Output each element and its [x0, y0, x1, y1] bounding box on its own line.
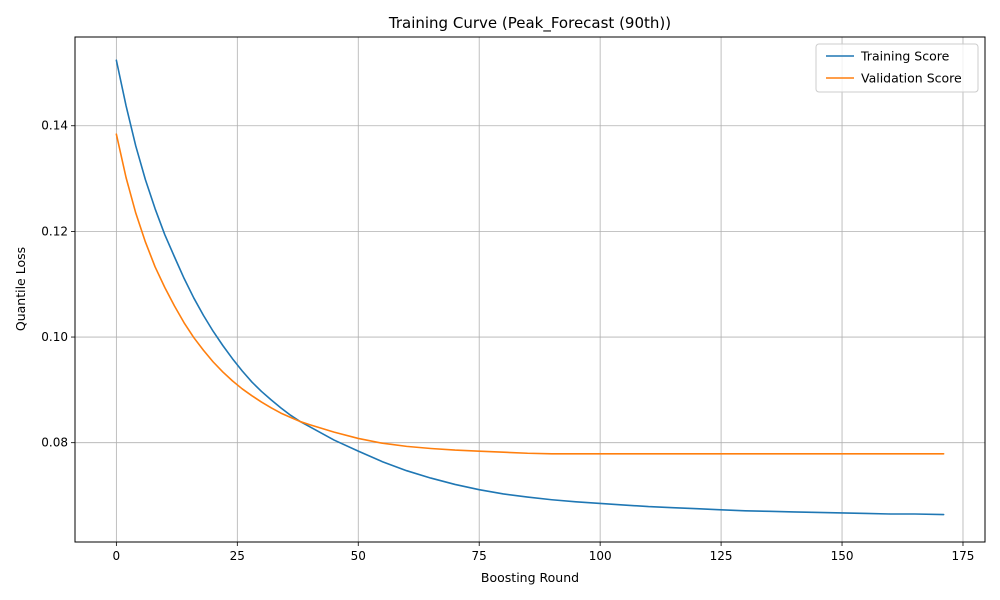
legend-label-validation-score: Validation Score [861, 71, 962, 86]
y-tick-label: 0.08 [41, 436, 68, 450]
y-axis-ticks: 0.08 0.10 0.12 0.14 [41, 119, 75, 450]
x-tick-label: 150 [831, 549, 854, 563]
y-axis-label: Quantile Loss [13, 247, 28, 331]
x-tick-label: 100 [589, 549, 612, 563]
y-tick-label: 0.12 [41, 224, 68, 238]
x-tick-label: 175 [952, 549, 975, 563]
x-tick-label: 75 [472, 549, 487, 563]
legend: Training Score Validation Score [815, 43, 979, 93]
chart-title: Training Curve (Peak_Forecast (90th)) [388, 14, 671, 33]
legend-label-training-score: Training Score [860, 49, 950, 64]
series-layer [115, 59, 945, 516]
series-line-training-score [115, 59, 945, 516]
legend-box [815, 43, 979, 93]
y-tick-label: 0.14 [41, 119, 68, 133]
series-line-validation-score [115, 133, 945, 455]
y-tick-label: 0.10 [41, 330, 68, 344]
x-tick-label: 125 [710, 549, 733, 563]
x-tick-label: 50 [351, 549, 366, 563]
x-axis-label: Boosting Round [481, 570, 579, 585]
x-tick-label: 25 [230, 549, 245, 563]
x-axis-ticks: 0 25 50 75 100 125 150 175 [113, 542, 975, 563]
plot-frame [74, 36, 986, 543]
x-tick-label: 0 [113, 549, 121, 563]
grid-lines [75, 37, 985, 542]
